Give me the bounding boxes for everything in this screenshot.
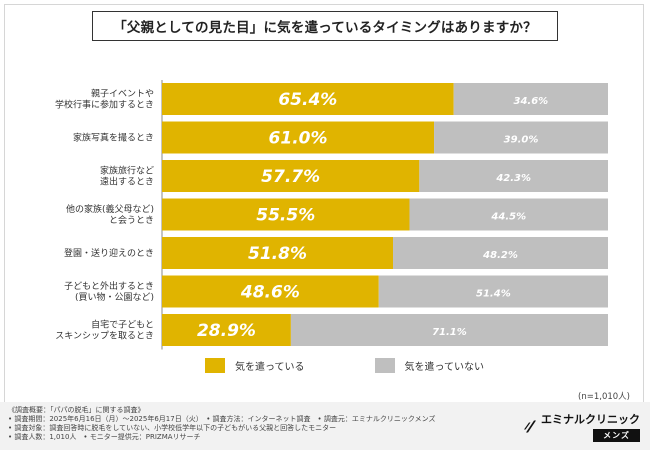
category-label: 他の家族(義父母など)と会うとき: [66, 203, 154, 226]
legend-label-yes: 気を遣っている: [235, 361, 305, 373]
legend-swatch-no: [374, 357, 395, 373]
legend-swatch-yes: [205, 357, 225, 373]
category-label-line: 自宅で子どもと: [91, 319, 154, 331]
data-label-yes: 51.8%: [248, 244, 307, 264]
data-label-yes: 28.9%: [197, 321, 256, 341]
legend: 気を遣っている 気を遣っていない: [205, 357, 554, 373]
data-label-no: 71.1%: [432, 327, 467, 338]
bar-chart: 親子イベントや学校行事に参加するとき 65.4% 34.6% 家族写真を撮るとき 61.…: [55, 80, 608, 350]
data-label-no: 42.3%: [495, 173, 531, 184]
category-label: 家族旅行など遠出するとき: [100, 165, 154, 188]
bar-segment-yes: [162, 121, 435, 154]
category-label-line: 家族写真を撮るとき: [73, 132, 154, 144]
category-label: 子どもと外出するとき(買い物・公園など): [64, 280, 154, 303]
brand-logo: エミナルクリニック メンズ: [524, 409, 640, 443]
data-label-yes: 57.7%: [261, 167, 320, 187]
bar-segment-yes: [162, 198, 410, 231]
survey-note-line: • 調査対象：調査回答時に脱毛をしていない、小学校低学年以下の子どもがいる父親と…: [8, 424, 337, 432]
data-label-no: 51.4%: [476, 289, 511, 300]
data-label-no: 44.5%: [490, 212, 526, 223]
data-label-no: 48.2%: [482, 250, 518, 261]
sample-size-note: (n=1,010人): [578, 392, 630, 402]
bar-segment-yes: [162, 314, 291, 346]
chart-title: 「父親としての見た目」に気を遣っているタイミングはありますか？: [92, 11, 558, 41]
survey-notes: 《調査概要：「パパの脱毛」に関する調査》 • 調査期間：2025年6月16日（月…: [8, 406, 436, 442]
bar-segment-yes: [162, 83, 454, 115]
bar-segment-no: [393, 237, 608, 269]
category-label: 家族写真を撮るとき: [73, 132, 154, 144]
logo-sub-text: メンズ: [593, 428, 640, 442]
data-label-no: 34.6%: [513, 96, 548, 107]
category-label: 登園・送り迎えのとき: [64, 247, 154, 259]
category-label-line: 登園・送り迎えのとき: [64, 247, 154, 259]
bar-segment-no: [434, 121, 608, 154]
category-label: 親子イベントや学校行事に参加するとき: [55, 88, 154, 111]
footer: 《調査概要：「パパの脱毛」に関する調査》 • 調査期間：2025年6月16日（月…: [0, 402, 650, 450]
category-label-line: (買い物・公園など): [75, 291, 154, 303]
data-label-no: 39.0%: [504, 135, 539, 146]
data-label-yes: 65.4%: [278, 90, 337, 110]
category-label-line: 他の家族(義父母など): [66, 203, 154, 215]
category-label-line: と会うとき: [109, 214, 154, 226]
data-label-yes: 61.0%: [269, 129, 328, 149]
chart-title-text: 「父親としての見た目」に気を遣っているタイミングはありますか？: [113, 20, 537, 36]
bar-segment-yes: [162, 275, 379, 308]
survey-note-line: • 調査期間：2025年6月16日（月）～2025年6月17日（火） • 調査方…: [8, 415, 436, 423]
category-label-line: 遠出するとき: [100, 176, 154, 188]
legend-label-no: 気を遣っていない: [404, 361, 485, 373]
bar-segment-yes: [162, 237, 394, 269]
category-label-line: 親子イベントや: [91, 88, 154, 100]
bar-segment-no: [378, 275, 608, 308]
data-label-yes: 48.6%: [240, 283, 300, 303]
data-label-yes: 55.5%: [256, 206, 315, 226]
legend-item-no: 気を遣っていない: [374, 357, 485, 373]
bar-segment-no: [419, 160, 608, 192]
bar-segment-no: [290, 314, 608, 346]
category-label: 自宅で子どもとスキンシップを取るとき: [55, 319, 154, 342]
category-label-line: 子どもと外出するとき: [64, 280, 154, 292]
category-label-line: スキンシップを取るとき: [55, 331, 154, 342]
logo-main-text: エミナルクリニック: [541, 412, 640, 426]
category-label-line: 家族旅行など: [100, 165, 154, 177]
survey-note-line: • 調査人数：1,010人 • モニター提供元：PRIZMAリサーチ: [8, 433, 201, 441]
survey-note-line: 《調査概要：「パパの脱毛」に関する調査》: [8, 406, 145, 414]
legend-item-yes: 気を遣っている: [205, 357, 305, 373]
bar-segment-yes: [162, 160, 420, 192]
bar-segment-no: [453, 83, 608, 115]
eminal-logo-icon: [524, 420, 536, 433]
bar-segment-no: [409, 198, 608, 231]
category-label-line: 学校行事に参加するとき: [55, 99, 154, 111]
